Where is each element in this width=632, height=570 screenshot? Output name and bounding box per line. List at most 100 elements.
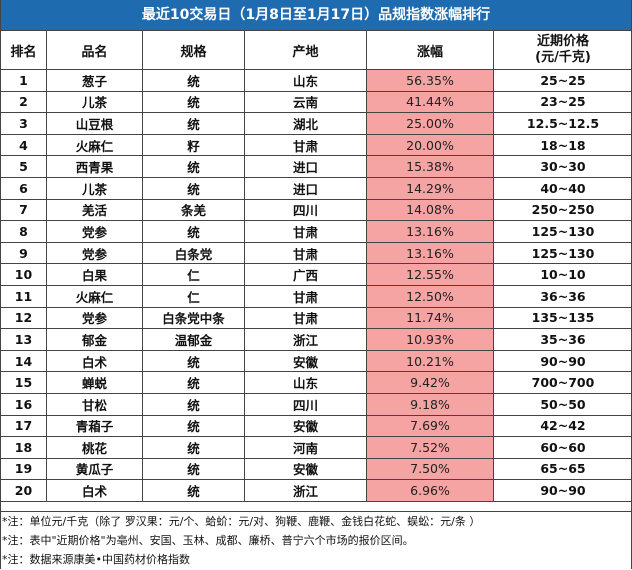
cell-rank: 15	[1, 372, 47, 394]
cell-name: 西青果	[47, 156, 143, 178]
footnote-price-range: *注：表中"近期价格"为亳州、安国、玉林、成都、廉桥、普宁六个市场的报价区间。	[0, 531, 632, 550]
cell-spec: 统	[143, 350, 245, 372]
header-origin: 产地	[245, 31, 367, 70]
cell-price: 125~130	[494, 242, 632, 264]
cell-rank: 8	[1, 221, 47, 243]
cell-name: 甘松	[47, 393, 143, 415]
cell-price: 12.5~12.5	[494, 113, 632, 135]
cell-rank: 2	[1, 91, 47, 113]
cell-spec: 统	[143, 415, 245, 437]
cell-name: 儿茶	[47, 177, 143, 199]
cell-price: 25~25	[494, 70, 632, 92]
cell-rise: 20.00%	[367, 134, 494, 156]
cell-price: 35~36	[494, 329, 632, 351]
cell-rank: 4	[1, 134, 47, 156]
cell-origin: 浙江	[245, 329, 367, 351]
cell-rank: 11	[1, 285, 47, 307]
cell-rank: 16	[1, 393, 47, 415]
cell-price: 65~65	[494, 458, 632, 480]
cell-price: 90~90	[494, 350, 632, 372]
cell-rise: 13.16%	[367, 221, 494, 243]
cell-rank: 12	[1, 307, 47, 329]
cell-origin: 浙江	[245, 480, 367, 502]
cell-name: 白果	[47, 264, 143, 286]
cell-origin: 四川	[245, 199, 367, 221]
cell-rank: 17	[1, 415, 47, 437]
cell-rank: 7	[1, 199, 47, 221]
footnotes: *注：单位元/千克（除了 罗汉果：元/个、蛤蚧：元/对、狗鞭、鹿鞭、金钱白花蛇、…	[0, 511, 632, 570]
cell-name: 羌活	[47, 199, 143, 221]
cell-origin: 安徽	[245, 415, 367, 437]
cell-name: 青葙子	[47, 415, 143, 437]
cell-origin: 安徽	[245, 458, 367, 480]
header-rank: 排名	[1, 31, 47, 70]
cell-origin: 广西	[245, 264, 367, 286]
cell-rank: 5	[1, 156, 47, 178]
cell-price: 30~30	[494, 156, 632, 178]
cell-spec: 统	[143, 221, 245, 243]
cell-spec: 白条党中条	[143, 307, 245, 329]
cell-rank: 14	[1, 350, 47, 372]
cell-rise: 9.18%	[367, 393, 494, 415]
cell-spec: 统	[143, 458, 245, 480]
cell-rise: 9.42%	[367, 372, 494, 394]
cell-spec: 白条党	[143, 242, 245, 264]
header-price: 近期价格 (元/千克)	[494, 31, 632, 70]
cell-name: 火麻仁	[47, 285, 143, 307]
cell-rise: 25.00%	[367, 113, 494, 135]
header-name: 品名	[47, 31, 143, 70]
table-header-row: 排名 品名 规格 产地 涨幅 近期价格 (元/千克)	[1, 31, 632, 70]
cell-price: 135~135	[494, 307, 632, 329]
cell-rank: 1	[1, 70, 47, 92]
cell-price: 90~90	[494, 480, 632, 502]
cell-spec: 统	[143, 393, 245, 415]
cell-rise: 56.35%	[367, 70, 494, 92]
cell-origin: 甘肃	[245, 221, 367, 243]
cell-name: 葱子	[47, 70, 143, 92]
cell-origin: 甘肃	[245, 134, 367, 156]
cell-spec: 统	[143, 177, 245, 199]
cell-name: 郁金	[47, 329, 143, 351]
cell-origin: 安徽	[245, 350, 367, 372]
cell-spec: 统	[143, 156, 245, 178]
cell-origin: 甘肃	[245, 242, 367, 264]
footnote-source: *注：数据来源康美•中国药材价格指数	[0, 550, 632, 569]
cell-origin: 甘肃	[245, 307, 367, 329]
cell-name: 白术	[47, 350, 143, 372]
cell-spec: 统	[143, 113, 245, 135]
cell-origin: 云南	[245, 91, 367, 113]
cell-name: 火麻仁	[47, 134, 143, 156]
cell-origin: 进口	[245, 156, 367, 178]
cell-price: 23~25	[494, 91, 632, 113]
cell-price: 700~700	[494, 372, 632, 394]
cell-rise: 41.44%	[367, 91, 494, 113]
cell-origin: 山东	[245, 70, 367, 92]
cell-rank: 3	[1, 113, 47, 135]
cell-price: 125~130	[494, 221, 632, 243]
cell-spec: 条羌	[143, 199, 245, 221]
cell-spec: 仁	[143, 285, 245, 307]
cell-origin: 湖北	[245, 113, 367, 135]
cell-name: 儿茶	[47, 91, 143, 113]
cell-origin: 山东	[245, 372, 367, 394]
cell-spec: 仁	[143, 264, 245, 286]
